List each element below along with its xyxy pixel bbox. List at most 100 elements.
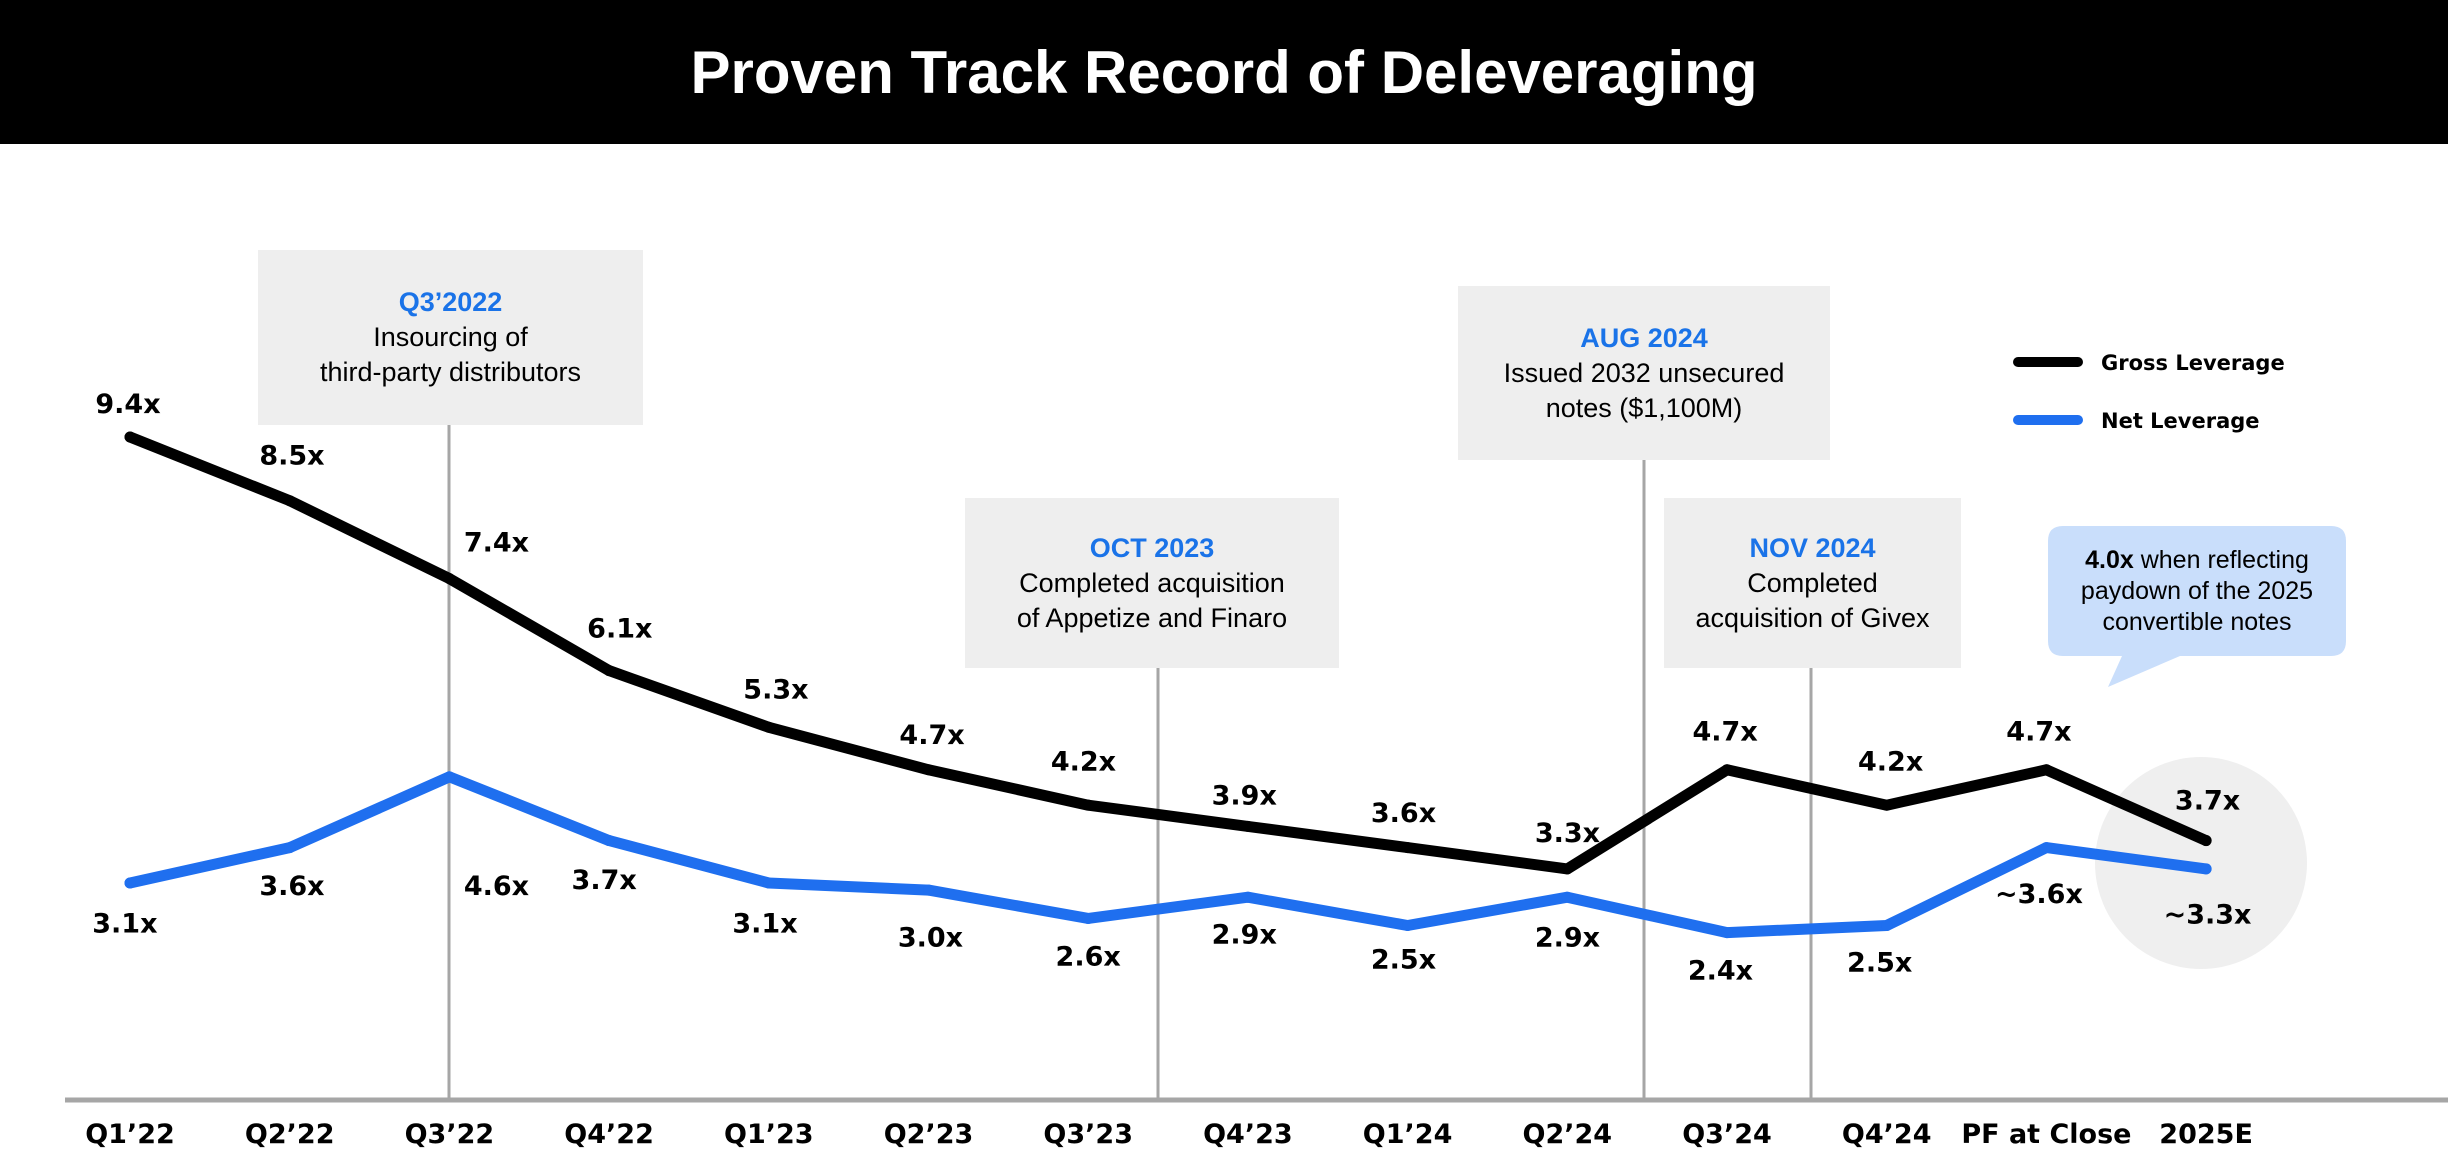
annotation-text: Issued 2032 unsecured — [1503, 357, 1785, 388]
net-leverage-data-label: 2.4x — [1688, 956, 1753, 987]
net-leverage-point — [284, 842, 296, 854]
net-leverage-data-label: 3.1x — [92, 909, 157, 940]
annotation-text: of Appetize and Finaro — [1016, 602, 1288, 633]
net-leverage-point — [1082, 912, 1094, 924]
net-leverage-data-label: ~3.6x — [1995, 879, 2083, 910]
net-leverage-data-label: 3.1x — [732, 909, 797, 940]
net-leverage-point — [923, 884, 934, 896]
x-tick-label: 2025E — [2159, 1119, 2253, 1150]
gross-leverage-line — [124, 431, 2212, 875]
net-leverage-point — [124, 877, 136, 889]
x-tick-label: Q4’23 — [1203, 1119, 1293, 1150]
slide-title: Proven Track Record of Deleveraging — [690, 38, 1758, 106]
x-tick-label: Q1’24 — [1363, 1119, 1453, 1150]
gross-leverage-point — [124, 431, 136, 443]
gross-leverage-point — [1721, 764, 1733, 776]
net-leverage-data-label: 2.9x — [1212, 920, 1277, 951]
annotation-aug-2024: AUG 2024 Issued 2032 unsecured notes ($1… — [1458, 286, 1830, 460]
x-tick-label: Q3’22 — [405, 1119, 495, 1150]
annotation-oct-2023: OCT 2023 Completed acquisition of Appeti… — [965, 498, 1339, 668]
gross-leverage-data-label: 7.4x — [464, 528, 529, 559]
title-bar: Proven Track Record of Deleveraging — [0, 0, 2448, 144]
net-leverage-point — [443, 771, 455, 783]
gross-leverage-data-label: 3.7x — [2175, 785, 2240, 816]
gross-leverage-point — [1561, 863, 1573, 875]
annotation-header: NOV 2024 — [1749, 532, 1876, 563]
callout-bubble — [2048, 526, 2346, 687]
gross-leverage-point — [763, 721, 775, 733]
callout-line: when reflecting — [2133, 545, 2309, 574]
legend-gross-label: Gross Leverage — [2101, 351, 2285, 375]
annotation-nov-2024: NOV 2024 Completed acquisition of Givex — [1664, 498, 1961, 668]
net-leverage-data-label: 3.6x — [259, 871, 324, 902]
callout-line: convertible notes — [2102, 607, 2292, 636]
net-leverage-data-label: 4.6x — [464, 871, 529, 902]
annotation-header: AUG 2024 — [1580, 322, 1708, 353]
x-tick-label: PF at Close — [1961, 1119, 2131, 1150]
gross-leverage-point — [2200, 835, 2212, 847]
callout-bold-value: 4.0x — [2085, 545, 2134, 574]
gross-leverage-point — [2040, 764, 2052, 776]
gross-leverage-point — [284, 495, 296, 507]
net-leverage-data-label: 2.9x — [1535, 923, 1600, 954]
net-leverage-data-label: 3.0x — [898, 923, 963, 954]
gross-leverage-data-label: 9.4x — [95, 389, 160, 420]
gross-leverage-point — [1881, 799, 1893, 811]
x-tick-label: Q4’22 — [564, 1119, 654, 1150]
x-tick-label: Q3’23 — [1043, 1119, 1133, 1150]
x-tick-label: Q1’23 — [724, 1119, 814, 1150]
gross-leverage-data-label: 4.2x — [1051, 746, 1116, 777]
callout-text: 4.0x when reflecting paydown of the 2025… — [2048, 526, 2346, 656]
net-leverage-data-label: 2.6x — [1056, 941, 1121, 972]
annotation-text: Completed acquisition — [1019, 567, 1285, 598]
net-leverage-point — [763, 877, 775, 889]
x-tick-label: Q1’22 — [85, 1119, 175, 1150]
net-leverage-data-label: 2.5x — [1847, 948, 1912, 979]
gross-leverage-data-label: 6.1x — [587, 614, 652, 645]
annotation-q3-2022: Q3’2022 Insourcing of third-party distri… — [258, 250, 643, 425]
net-leverage-point — [2040, 842, 2052, 854]
annotation-text: third-party distributors — [319, 357, 582, 387]
gross-leverage-point — [1242, 820, 1254, 832]
gross-leverage-data-label: 4.2x — [1858, 746, 1923, 777]
gross-leverage-data-label: 4.7x — [2006, 717, 2071, 748]
x-tick-label: Q2’22 — [245, 1119, 335, 1150]
x-tick-label: Q4’24 — [1842, 1119, 1932, 1150]
net-leverage-point — [1881, 920, 1893, 932]
legend-net-label: Net Leverage — [2101, 409, 2260, 433]
gross-leverage-data-label: 8.5x — [259, 440, 324, 471]
net-leverage-line — [124, 771, 2212, 939]
net-leverage-point — [1402, 920, 1414, 932]
x-tick-label: Q3’24 — [1682, 1119, 1772, 1150]
annotation-text: Insourcing of — [373, 322, 528, 352]
annotation-text: Completed — [1747, 567, 1878, 598]
gross-leverage-point — [443, 573, 455, 585]
gross-leverage-data-label: 3.6x — [1371, 798, 1436, 829]
gross-leverage-point — [923, 764, 934, 776]
gross-leverage-point — [1082, 799, 1094, 811]
net-leverage-point — [1721, 927, 1733, 939]
net-leverage-point — [1242, 891, 1254, 903]
x-tick-label: Q2’24 — [1523, 1119, 1613, 1150]
callout-line: paydown of the 2025 — [2080, 576, 2314, 605]
net-leverage-data-label: ~3.3x — [2164, 899, 2252, 930]
gross-leverage-point — [603, 665, 615, 677]
gross-leverage-data-label: 5.3x — [743, 674, 808, 705]
net-leverage-point — [2200, 863, 2212, 875]
annotation-text: notes ($1,100M) — [1545, 392, 1743, 423]
annotation-header: Q3’2022 — [398, 287, 503, 317]
net-leverage-point — [603, 835, 615, 847]
gross-leverage-data-label: 4.7x — [899, 720, 964, 751]
net-leverage-point — [1561, 891, 1573, 903]
gross-leverage-point — [1402, 842, 1414, 854]
annotation-text: acquisition of Givex — [1695, 602, 1930, 633]
net-leverage-data-label: 3.7x — [572, 865, 637, 896]
x-tick-label: Q2’23 — [884, 1119, 974, 1150]
gross-leverage-data-label: 3.3x — [1535, 818, 1600, 849]
gross-leverage-data-label: 4.7x — [1693, 717, 1758, 748]
net-leverage-data-label: 2.5x — [1371, 945, 1436, 976]
annotation-header: OCT 2023 — [1089, 532, 1215, 563]
gross-leverage-data-label: 3.9x — [1212, 781, 1277, 812]
